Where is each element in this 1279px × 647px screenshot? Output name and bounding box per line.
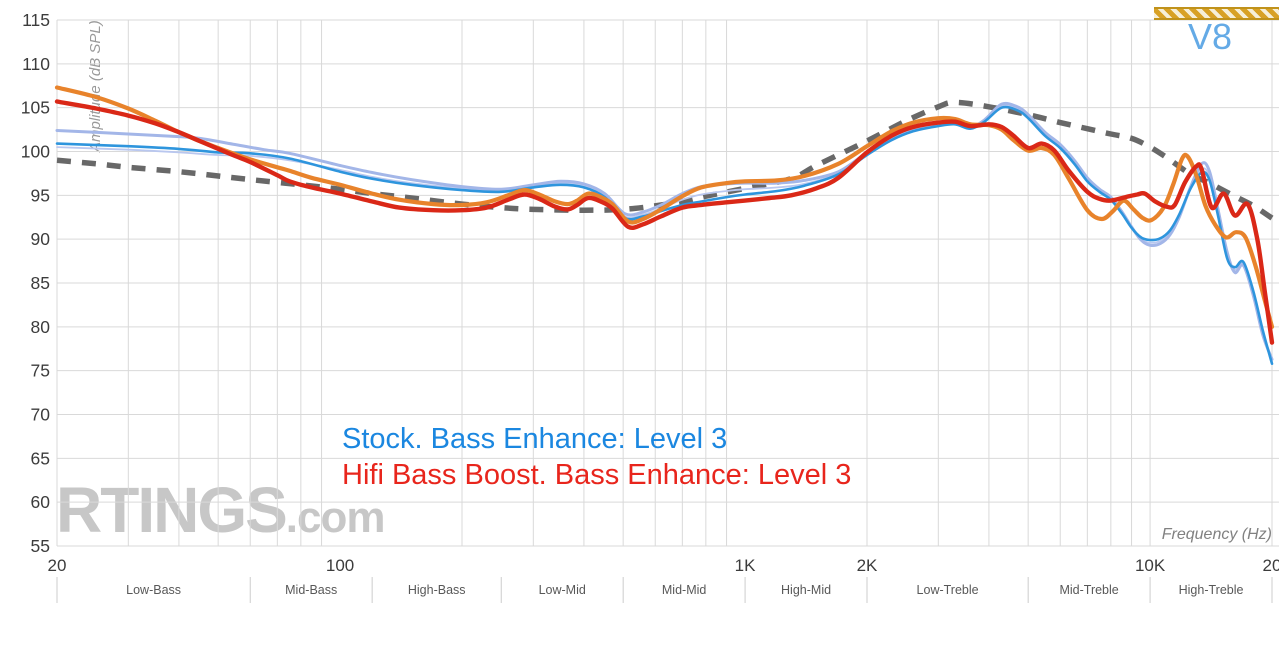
hazard-tape-icon (1154, 7, 1279, 20)
y-tick-label: 115 (22, 10, 50, 30)
y-tick-label: 55 (31, 536, 50, 556)
y-tick-label: 95 (31, 185, 50, 205)
x-tick-label: 1K (735, 556, 756, 575)
x-axis-title: Frequency (Hz) (1161, 526, 1272, 543)
band-label: Mid-Mid (662, 583, 706, 597)
y-tick-label: 110 (22, 54, 50, 74)
y-tick-label: 105 (21, 98, 50, 118)
y-tick-label: 90 (31, 229, 51, 249)
y-tick-label: 75 (31, 361, 50, 381)
curve-stock-right (56, 104, 1273, 363)
band-label: High-Bass (408, 583, 466, 597)
x-tick-label: 2K (857, 556, 878, 575)
y-tick-label: 70 (31, 405, 51, 425)
rtings-watermark-suffix: .com (285, 493, 386, 542)
y-tick-label: 65 (31, 448, 50, 468)
version-badge: V8 (1187, 16, 1232, 57)
band-label: High-Treble (1179, 583, 1244, 597)
curve-stock-average (55, 105, 1274, 365)
band-label: Low-Treble (917, 583, 979, 597)
rtings-watermark-main: RTINGS (56, 474, 288, 546)
band-label: Mid-Bass (285, 583, 337, 597)
x-tick-label: 100 (326, 556, 354, 575)
legend-entry-hifi-bass-boost: Hifi Bass Boost. Bass Enhance: Level 3 (342, 459, 852, 491)
legend-entry-stock: Stock. Bass Enhance: Level 3 (342, 423, 728, 455)
x-tick-label: 20 (48, 556, 67, 575)
y-tick-label: 100 (21, 142, 50, 162)
band-label: High-Mid (781, 583, 831, 597)
band-label: Low-Mid (539, 583, 586, 597)
curve-stock-left (55, 101, 1274, 361)
x-tick-label: 20 (1263, 556, 1279, 575)
band-label: Mid-Treble (1059, 583, 1118, 597)
legend: Stock. Bass Enhance: Level 3 Hifi Bass B… (342, 421, 851, 493)
y-tick-label: 60 (31, 492, 51, 512)
curve-target-response (56, 99, 1274, 221)
band-label: Low-Bass (126, 583, 181, 597)
rtings-watermark: RTINGS.com (56, 478, 386, 554)
curve-hifi-left (54, 85, 1275, 329)
curve-hifi-average (54, 99, 1275, 345)
y-tick-label: 80 (31, 317, 51, 337)
x-tick-label: 10K (1135, 556, 1166, 575)
y-tick-label: 85 (31, 273, 50, 293)
